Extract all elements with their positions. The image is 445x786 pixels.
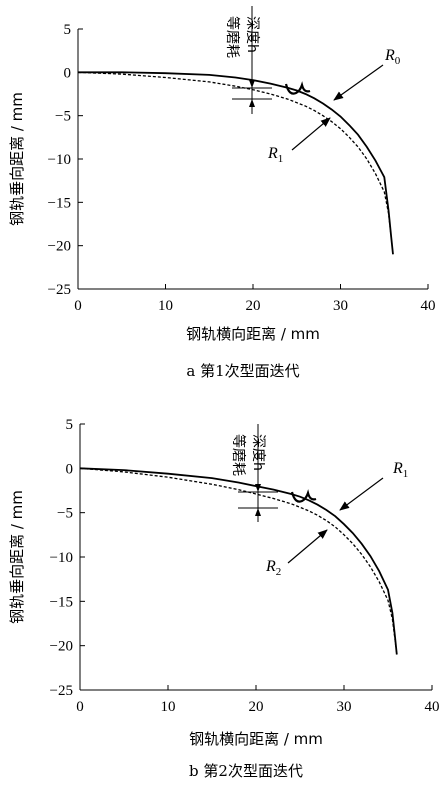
y-tick-label: −25 xyxy=(50,683,73,699)
wear-depth-annotation: 等磨耗 xyxy=(230,434,247,476)
y-axis-title: 钢轨垂向距离 / mm xyxy=(8,92,26,226)
x-tick-label: 30 xyxy=(333,298,348,314)
y-tick-label: −15 xyxy=(50,594,73,610)
y-tick-label: 0 xyxy=(64,65,72,81)
wear-mark xyxy=(290,489,317,503)
x-tick-label: 0 xyxy=(74,298,82,314)
wear-depth-annotation: 深度h xyxy=(244,16,260,53)
series-line-r1 xyxy=(77,71,394,255)
curve-label: R1 xyxy=(267,145,283,165)
x-tick-label: 40 xyxy=(421,298,436,314)
y-axis-title: 钢轨垂向距离 / mm xyxy=(8,490,26,624)
x-tick-label: 10 xyxy=(161,699,176,715)
curve-label-arrow xyxy=(291,117,331,151)
curve-label-arrow xyxy=(333,64,384,101)
curve-label-subscript: 0 xyxy=(395,55,401,67)
x-tick-label: 20 xyxy=(246,298,261,314)
depth-arrow-down xyxy=(255,484,261,492)
x-axis-title: 钢轨横向距离 / mm xyxy=(189,730,323,748)
x-tick-label: 30 xyxy=(337,699,352,715)
curve-label-subscript: 1 xyxy=(403,468,409,480)
series-line-r1 xyxy=(79,467,398,655)
y-tick-label: 5 xyxy=(66,417,74,433)
y-tick-label: −10 xyxy=(50,550,73,566)
y-tick-label: −20 xyxy=(48,239,71,255)
wear-depth-annotation: 深度h xyxy=(250,434,266,471)
y-tick-label: −20 xyxy=(50,639,73,655)
x-axis-title: 钢轨横向距离 / mm xyxy=(186,325,320,343)
y-tick-label: −10 xyxy=(48,152,71,168)
x-tick-label: 20 xyxy=(249,699,264,715)
curve-label-arrow xyxy=(339,477,384,511)
depth-arrow-down xyxy=(249,80,255,88)
depth-arrow-up xyxy=(249,99,255,107)
x-tick-label: 10 xyxy=(158,298,173,314)
y-tick-label: 5 xyxy=(64,22,72,38)
depth-arrow-up xyxy=(255,508,261,516)
y-tick-label: −15 xyxy=(48,195,71,211)
figure-caption: b 第2次型面迭代 xyxy=(189,762,303,780)
wear-mark xyxy=(284,81,311,95)
curve-label-arrow xyxy=(287,529,328,564)
y-tick-label: −5 xyxy=(57,506,73,522)
curve-label: R2 xyxy=(265,558,281,578)
curve-label-subscript: 2 xyxy=(276,566,282,578)
figure-caption: a 第1次型面迭代 xyxy=(186,362,299,380)
curve-label-subscript: 1 xyxy=(278,153,284,165)
y-tick-label: 0 xyxy=(66,461,74,477)
x-tick-label: 0 xyxy=(76,699,84,715)
series-line-r2 xyxy=(79,467,398,655)
x-tick-label: 40 xyxy=(425,699,440,715)
curve-label: R1 xyxy=(392,460,408,480)
y-tick-label: −5 xyxy=(55,109,71,125)
curve-label: R0 xyxy=(384,47,401,67)
series-line-r0 xyxy=(78,71,394,255)
y-tick-label: −25 xyxy=(48,282,71,298)
wear-depth-annotation: 等磨耗 xyxy=(224,16,241,58)
